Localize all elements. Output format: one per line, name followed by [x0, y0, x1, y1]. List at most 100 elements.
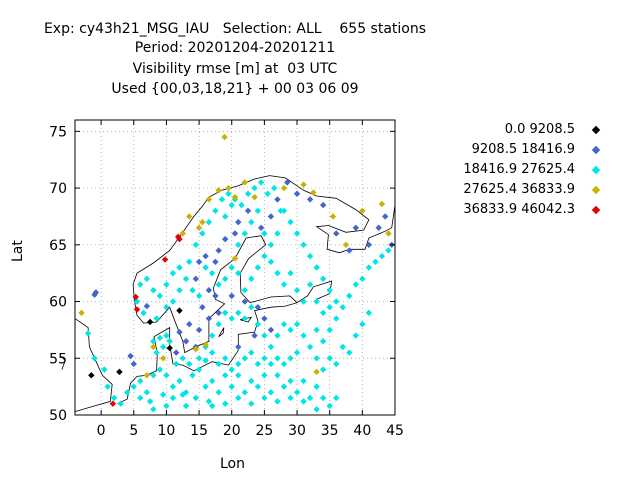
data-point — [365, 264, 373, 271]
data-point — [267, 213, 275, 220]
data-point — [163, 402, 170, 410]
data-point — [248, 377, 255, 385]
data-point — [346, 292, 353, 300]
coastline-path — [296, 280, 333, 304]
data-point — [293, 286, 301, 294]
coastline-path — [74, 318, 113, 412]
x-tick-label: 0 — [97, 423, 106, 439]
data-point — [319, 366, 327, 373]
data-point — [352, 281, 360, 288]
data-point — [212, 207, 219, 214]
data-point — [186, 321, 193, 328]
chart-title-line-1: Exp: cy43h21_MSG_IAU Selection: ALL 655 … — [43, 21, 427, 37]
data-point — [150, 372, 157, 379]
data-point — [248, 304, 255, 311]
data-point — [176, 264, 183, 271]
data-point — [244, 207, 252, 214]
data-point — [161, 256, 169, 263]
data-point — [326, 402, 333, 410]
data-point — [267, 326, 275, 334]
data-point — [215, 360, 222, 368]
data-point — [153, 315, 160, 322]
data-point — [274, 196, 281, 203]
data-point — [186, 360, 193, 368]
data-point — [326, 355, 333, 362]
data-point — [385, 247, 392, 254]
data-point — [382, 213, 389, 220]
data-point — [375, 224, 382, 231]
data-point — [208, 402, 216, 410]
data-point — [241, 230, 248, 237]
data-point — [166, 344, 173, 352]
data-point — [280, 321, 288, 328]
data-point — [339, 343, 346, 351]
data-point — [228, 201, 235, 209]
coastline-path — [60, 355, 66, 370]
y-axis-ticks: 50 55 60 65 70 75 — [49, 124, 395, 424]
data-point — [313, 298, 320, 305]
data-point — [231, 230, 239, 237]
data-point — [228, 264, 235, 271]
data-point — [195, 292, 203, 300]
data-point — [359, 207, 366, 214]
data-point — [248, 218, 255, 226]
data-point — [202, 341, 209, 348]
coastline — [60, 175, 396, 412]
data-point — [352, 332, 360, 339]
data-point — [241, 389, 248, 396]
data-point — [186, 258, 193, 266]
data-point — [280, 383, 288, 390]
data-point — [225, 190, 232, 197]
data-point — [313, 326, 320, 334]
data-point — [261, 315, 268, 322]
x-tick-label: 25 — [255, 423, 273, 439]
data-point — [104, 383, 111, 390]
data-points — [78, 133, 395, 413]
data-point — [254, 321, 262, 328]
data-point — [287, 269, 294, 277]
data-point — [228, 315, 235, 322]
data-point — [267, 241, 275, 249]
data-point — [306, 281, 314, 288]
data-point — [189, 372, 196, 379]
data-point — [156, 366, 164, 373]
data-point — [101, 366, 108, 373]
data-point — [306, 343, 314, 351]
data-point — [143, 389, 151, 396]
data-point — [84, 330, 92, 337]
data-point — [202, 357, 209, 364]
data-point — [137, 377, 144, 385]
data-point — [132, 293, 139, 301]
data-point — [264, 190, 271, 197]
data-point — [326, 286, 333, 294]
x-tick-label: 30 — [288, 423, 306, 439]
data-point — [169, 269, 177, 277]
data-point — [280, 207, 288, 214]
data-point — [359, 275, 366, 283]
y-tick-label: 50 — [49, 408, 67, 424]
data-point — [192, 345, 200, 353]
data-point — [313, 264, 320, 271]
data-point — [346, 247, 353, 254]
data-point — [140, 309, 147, 317]
data-point — [261, 332, 268, 339]
data-point — [235, 360, 242, 368]
data-point — [166, 338, 173, 345]
data-point — [248, 275, 255, 283]
data-point — [109, 400, 117, 407]
data-point — [215, 321, 222, 328]
data-point — [116, 368, 123, 376]
data-point — [235, 218, 242, 226]
y-tick-label: 65 — [49, 238, 67, 254]
data-point — [215, 389, 222, 396]
data-point — [319, 275, 327, 283]
data-point — [179, 230, 186, 237]
data-point — [241, 286, 248, 294]
data-point — [274, 355, 281, 362]
data-point — [352, 224, 360, 231]
data-point — [333, 230, 340, 237]
data-point — [195, 326, 203, 334]
data-point — [143, 302, 151, 310]
legend-label-4: 36833.9 46042.3 — [463, 202, 575, 217]
data-point — [244, 190, 252, 197]
